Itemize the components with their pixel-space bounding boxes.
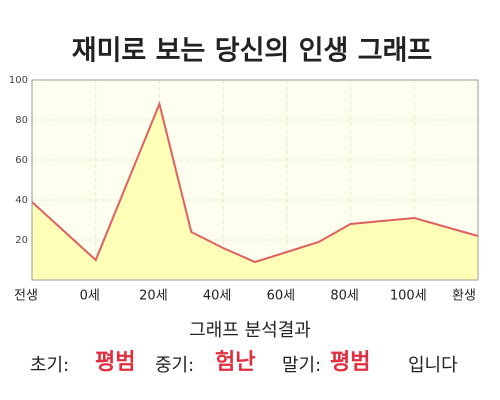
x-tick-label: 100세 xyxy=(390,289,427,304)
plot-border xyxy=(31,79,479,281)
y-tick-label: 60 xyxy=(15,155,28,166)
x-tick-label: 전생 xyxy=(14,289,38,304)
analysis-value: 평범 xyxy=(330,350,370,375)
analysis-value: 평범 xyxy=(95,350,135,375)
x-tick-label: 환생 xyxy=(452,289,476,304)
area xyxy=(32,104,478,280)
analysis-ending: 입니다 xyxy=(408,355,458,376)
analysis-label: 초기: xyxy=(30,355,69,376)
x-tick-label: 0세 xyxy=(80,289,100,304)
chart-title: 재미로 보는 당신의 인생 그래프 xyxy=(72,36,433,67)
y-tick-label: 80 xyxy=(15,115,28,126)
y-tick-label: 100 xyxy=(9,75,28,86)
analysis-heading: 그래프 분석결과 xyxy=(189,320,311,341)
line xyxy=(31,100,479,264)
analysis-value: 험난 xyxy=(215,349,255,375)
x-tick-label: 40세 xyxy=(203,289,232,304)
analysis-label: 중기: xyxy=(155,355,194,376)
x-tick-label: 20세 xyxy=(139,289,168,304)
analysis-label: 말기: xyxy=(282,355,321,376)
y-tick-label: 20 xyxy=(15,235,28,246)
x-tick-label: 80세 xyxy=(330,289,359,304)
x-tick-label: 60세 xyxy=(267,289,296,304)
y-tick-label: 40 xyxy=(15,195,28,206)
